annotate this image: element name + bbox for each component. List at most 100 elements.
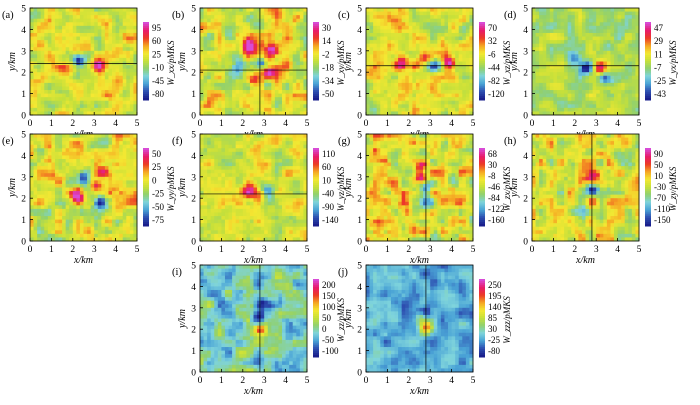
heatmap-cell bbox=[398, 8, 403, 12]
heatmap-cell bbox=[119, 162, 124, 167]
heatmap-cell bbox=[221, 82, 226, 87]
heatmap-cell bbox=[90, 212, 95, 217]
heatmap-cell bbox=[104, 90, 109, 94]
heatmap-cell bbox=[451, 93, 456, 98]
heatmap-cell bbox=[469, 86, 474, 91]
heatmap-cell bbox=[133, 65, 138, 70]
heatmap-cell bbox=[621, 36, 626, 41]
heatmap-cell bbox=[65, 86, 70, 91]
heatmap-cell bbox=[437, 90, 442, 94]
heatmap-cell bbox=[54, 72, 59, 77]
heatmap-cell bbox=[239, 79, 244, 84]
heatmap-cell bbox=[257, 86, 262, 91]
heatmap-cell bbox=[426, 8, 431, 12]
heatmap-cell bbox=[72, 141, 77, 146]
panel-f: 0 1 2 3 4 5012345x/kmy/km(f)1106010-40-90-140… bbox=[172, 131, 346, 267]
heatmap-cell bbox=[101, 40, 106, 45]
heatmap-cell bbox=[119, 32, 124, 37]
heatmap-cell bbox=[47, 155, 52, 160]
heatmap-cell bbox=[289, 68, 294, 73]
heatmap-cell bbox=[101, 43, 106, 48]
heatmap-cell bbox=[200, 32, 204, 37]
heatmap-cell bbox=[610, 72, 615, 77]
heatmap-cell bbox=[30, 50, 34, 55]
heatmap-cell bbox=[556, 82, 561, 87]
heatmap-cell bbox=[394, 107, 399, 112]
heatmap-cell bbox=[621, 57, 626, 62]
heatmap-cell bbox=[200, 237, 204, 242]
heatmap-cell bbox=[249, 75, 254, 80]
heatmap-cell bbox=[58, 57, 63, 62]
heatmap-cell bbox=[62, 237, 67, 242]
heatmap-cell bbox=[224, 111, 229, 116]
heatmap-cell bbox=[387, 79, 392, 84]
heatmap-cell bbox=[210, 166, 215, 171]
colorbar-step bbox=[143, 94, 149, 97]
heatmap-cell bbox=[631, 79, 636, 84]
heatmap-cell bbox=[101, 208, 106, 213]
heatmap-cell bbox=[200, 75, 204, 80]
heatmap-cell bbox=[133, 29, 138, 34]
heatmap-cell bbox=[62, 97, 67, 102]
heatmap-cell bbox=[373, 68, 378, 73]
heatmap-cell bbox=[112, 57, 116, 62]
y-tick-label: 2 bbox=[357, 69, 362, 79]
heatmap-cell bbox=[58, 212, 63, 217]
heatmap-cell bbox=[33, 36, 38, 41]
heatmap-cell bbox=[448, 68, 452, 73]
heatmap-cell bbox=[30, 194, 34, 199]
heatmap-cell bbox=[87, 219, 92, 224]
heatmap-cell bbox=[37, 57, 42, 62]
heatmap-cell bbox=[104, 47, 109, 52]
heatmap-cell bbox=[465, 29, 470, 34]
heatmap-cell bbox=[437, 65, 442, 70]
heatmap-cell bbox=[546, 86, 551, 91]
heatmap-cell bbox=[37, 219, 42, 224]
heatmap-cell bbox=[366, 97, 370, 102]
heatmap-cell bbox=[282, 22, 286, 27]
heatmap-cell bbox=[79, 201, 84, 206]
heatmap-cell bbox=[549, 61, 554, 66]
heatmap-cell bbox=[122, 72, 127, 77]
heatmap-cell bbox=[65, 226, 70, 231]
heatmap-cell bbox=[415, 100, 420, 105]
heatmap-cell bbox=[210, 155, 215, 160]
heatmap-cell bbox=[553, 75, 558, 80]
heatmap-cell bbox=[242, 97, 247, 102]
heatmap-cell bbox=[539, 36, 544, 41]
heatmap-cell bbox=[542, 22, 547, 27]
heatmap-cell bbox=[119, 15, 124, 20]
colorbar-step bbox=[143, 192, 149, 196]
heatmap-cell bbox=[97, 47, 102, 52]
heatmap-cell bbox=[556, 104, 561, 109]
heatmap-cell bbox=[415, 61, 420, 66]
heatmap-cell bbox=[465, 25, 470, 30]
heatmap-cell bbox=[448, 79, 452, 84]
heatmap-cell bbox=[126, 212, 131, 217]
heatmap-cell bbox=[133, 162, 138, 167]
colorbar-step bbox=[313, 55, 319, 58]
heatmap-cell bbox=[115, 15, 120, 20]
heatmap-cell bbox=[129, 173, 134, 178]
heatmap-cell bbox=[242, 93, 247, 98]
heatmap-cell bbox=[415, 18, 420, 23]
heatmap-cell bbox=[115, 169, 120, 174]
heatmap-cell bbox=[51, 65, 56, 70]
heatmap-cell bbox=[599, 97, 604, 102]
heatmap-cell bbox=[51, 93, 56, 98]
heatmap-cell bbox=[285, 8, 290, 12]
heatmap-cell bbox=[203, 212, 208, 217]
heatmap-cell bbox=[37, 8, 42, 12]
heatmap-cell bbox=[415, 104, 420, 109]
heatmap-cell bbox=[217, 72, 222, 77]
heatmap-cell bbox=[90, 75, 95, 80]
heatmap-cell bbox=[126, 151, 131, 156]
heatmap-cell bbox=[253, 47, 258, 52]
heatmap-cell bbox=[606, 72, 611, 77]
heatmap-cell bbox=[444, 72, 449, 77]
heatmap-cell bbox=[455, 40, 460, 45]
colorbar-step bbox=[143, 25, 149, 29]
heatmap-cell bbox=[122, 100, 127, 105]
heatmap-cell bbox=[69, 86, 74, 91]
heatmap-cell bbox=[282, 75, 286, 80]
